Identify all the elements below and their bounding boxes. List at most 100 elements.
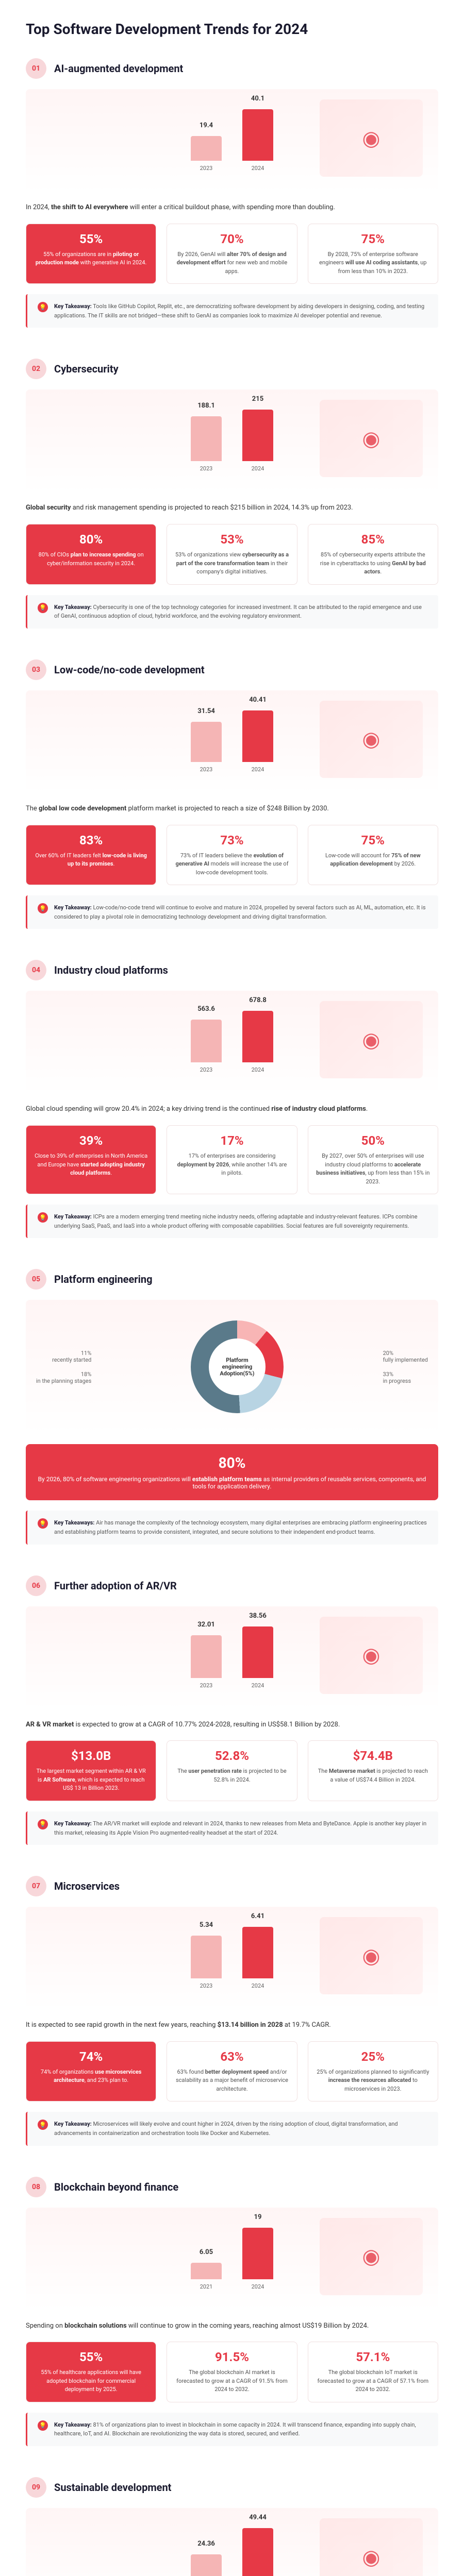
section-header: 09 Sustainable development bbox=[26, 2477, 438, 2498]
stat-card: 75% By 2028, 75% of enterprise software … bbox=[308, 224, 438, 284]
stat-card: 70% By 2026, GenAI will alter 70% of des… bbox=[167, 224, 297, 284]
stat-pct: $13.0B bbox=[34, 1749, 148, 1763]
bar bbox=[242, 1927, 273, 1978]
stat-text: 74% of organizations use microservices a… bbox=[34, 2068, 148, 2085]
stat-pct: 80% bbox=[34, 532, 148, 547]
stat-text: The global blockchain AI market is forec… bbox=[175, 2368, 289, 2394]
chart-area: ◉ 563.6 2023 678.8 2024 bbox=[26, 991, 438, 1094]
chart-description: It is expected to see rapid growth in th… bbox=[26, 2020, 438, 2031]
stat-card: 55% 55% of organizations are in piloting… bbox=[26, 224, 156, 284]
stat-pct: 74% bbox=[34, 2049, 148, 2064]
stat-pct: 91.5% bbox=[175, 2350, 289, 2364]
stat-card: 74% 74% of organizations use microservic… bbox=[26, 2041, 156, 2102]
stat-text: 63% found better deployment speed and/or… bbox=[175, 2068, 289, 2094]
stat-card: $13.0B The largest market segment within… bbox=[26, 1740, 156, 1801]
stat-pct: 75% bbox=[316, 232, 430, 246]
chart-area: ◉ 6.05 2021 19 2024 bbox=[26, 2208, 438, 2311]
lightbulb-icon: 💡 bbox=[38, 1518, 48, 1529]
bar-group: 40.41 2024 bbox=[242, 696, 273, 773]
stat-pct: 17% bbox=[175, 1133, 289, 1148]
bar-group: 31.54 2023 bbox=[191, 707, 222, 773]
stat-card: 83% Over 60% of IT leaders felt low-code… bbox=[26, 825, 156, 886]
bar-value: 31.54 bbox=[197, 707, 215, 715]
bar-label: 2023 bbox=[200, 766, 213, 773]
key-takeaway: 💡 Key Takeaway: Microservices will likel… bbox=[26, 2112, 438, 2145]
stat-text: 25% of organizations planned to signific… bbox=[316, 2068, 430, 2094]
section-title: Platform engineering bbox=[54, 1273, 153, 1285]
key-takeaway: 💡 Key Takeaway: Cybersecurity is one of … bbox=[26, 595, 438, 629]
stat-pct: 52.8% bbox=[175, 1749, 289, 1763]
key-takeaway: 💡 Key Takeaway: 81% of organizations pla… bbox=[26, 2413, 438, 2446]
bar bbox=[242, 2228, 273, 2279]
donut-label: 33%in progress bbox=[383, 1371, 428, 1384]
chart-area: ◉ 32.01 2023 38.56 2024 bbox=[26, 1606, 438, 1709]
bar bbox=[191, 2554, 222, 2576]
takeaway-text: Key Takeaway: Microservices will likely … bbox=[54, 2120, 428, 2138]
bar bbox=[191, 416, 222, 461]
stat-card: 55% 55% of healthcare applications will … bbox=[26, 2342, 156, 2402]
bar-label: 2024 bbox=[252, 2283, 264, 2290]
bar-group: 40.1 2024 bbox=[242, 95, 273, 172]
stat-card: 52.8% The user penetration rate is proje… bbox=[167, 1740, 297, 1801]
bar bbox=[242, 1626, 273, 1678]
section-title: Cybersecurity bbox=[54, 363, 119, 375]
section-03: 03 Low-code/no-code development ◉ 31.54 … bbox=[0, 649, 464, 950]
section-title: AI-augmented development bbox=[54, 62, 183, 75]
lightbulb-icon: 💡 bbox=[38, 2420, 48, 2431]
lightbulb-icon: 💡 bbox=[38, 302, 48, 312]
stats-row: 74% 74% of organizations use microservic… bbox=[26, 2041, 438, 2102]
section-illustration: ◉ bbox=[320, 1617, 423, 1694]
bar-group: 6.41 2024 bbox=[242, 1912, 273, 1989]
stat-card: 80% 80% of CIOs plan to increase spendin… bbox=[26, 524, 156, 585]
section-illustration: ◉ bbox=[320, 1001, 423, 1078]
stat-card: 85% 85% of cybersecurity experts attribu… bbox=[308, 524, 438, 585]
stat-card: 73% 73% of IT leaders believe the evolut… bbox=[167, 825, 297, 886]
bar-group: 563.6 2023 bbox=[191, 1005, 222, 1073]
stat-text: The global blockchain IoT market is fore… bbox=[316, 2368, 430, 2394]
page-title: Top Software Development Trends for 2024 bbox=[26, 21, 308, 38]
bar bbox=[191, 1635, 222, 1678]
lightbulb-icon: 💡 bbox=[38, 2120, 48, 2130]
stat-card: 17% 17% of enterprises are considering d… bbox=[167, 1125, 297, 1194]
wide-stat-text: By 2026, 80% of software engineering org… bbox=[36, 1476, 428, 1490]
stat-card: 39% Close to 39% of enterprises in North… bbox=[26, 1125, 156, 1194]
stat-card: 63% 63% found better deployment speed an… bbox=[167, 2041, 297, 2102]
bar-label: 2023 bbox=[200, 465, 213, 472]
bar-group: 38.56 2024 bbox=[242, 1612, 273, 1689]
donut-chart: Platform engineering Adoption(5%) bbox=[191, 1320, 284, 1413]
stat-pct: 39% bbox=[34, 1133, 148, 1148]
chart-area: ◉ 5.34 2023 6.41 2024 bbox=[26, 1907, 438, 2010]
bar bbox=[191, 136, 222, 161]
bar-group: 32.01 2023 bbox=[191, 1621, 222, 1689]
bar bbox=[242, 410, 273, 461]
bar-value: 24.36 bbox=[197, 2540, 215, 2548]
chart-area: ◉ 24.36 2024 49.44 2028 bbox=[26, 2508, 438, 2576]
stats-row: $13.0B The largest market segment within… bbox=[26, 1740, 438, 1801]
stat-card: 53% 53% of organizations view cybersecur… bbox=[167, 524, 297, 585]
stat-card: 57.1% The global blockchain IoT market i… bbox=[308, 2342, 438, 2402]
donut-label: 18%in the planning stages bbox=[36, 1371, 91, 1384]
takeaway-text: Key Takeaway: 81% of organizations plan … bbox=[54, 2420, 428, 2438]
bar bbox=[191, 1020, 222, 1062]
section-title: Sustainable development bbox=[54, 2481, 171, 2494]
section-header: 07 Microservices bbox=[26, 1876, 438, 1896]
section-header: 04 Industry cloud platforms bbox=[26, 960, 438, 980]
stats-row: 83% Over 60% of IT leaders felt low-code… bbox=[26, 825, 438, 886]
donut-center: Platform engineering Adoption(5%) bbox=[211, 1357, 263, 1377]
section-illustration: ◉ bbox=[320, 1917, 423, 1994]
takeaway-text: Key Takeaways: Air has manage the comple… bbox=[54, 1518, 428, 1536]
bar-value: 38.56 bbox=[249, 1612, 267, 1620]
stat-card: 91.5% The global blockchain AI market is… bbox=[167, 2342, 297, 2402]
stat-text: 17% of enterprises are considering deplo… bbox=[175, 1152, 289, 1178]
stat-text: Low-code will account for 75% of new app… bbox=[316, 852, 430, 869]
bar-label: 2024 bbox=[252, 1982, 264, 1989]
bar-label: 2023 bbox=[200, 165, 213, 172]
lightbulb-icon: 💡 bbox=[38, 1212, 48, 1223]
stat-card: 75% Low-code will account for 75% of new… bbox=[308, 825, 438, 886]
bar-value: 40.1 bbox=[251, 95, 264, 103]
section-06: 06 Further adoption of AR/VR ◉ 32.01 202… bbox=[0, 1565, 464, 1866]
stat-text: The user penetration rate is projected t… bbox=[175, 1767, 289, 1784]
bar bbox=[191, 2263, 222, 2279]
section-header: 06 Further adoption of AR/VR bbox=[26, 1575, 438, 1596]
page-header: Top Software Development Trends for 2024 bbox=[0, 0, 464, 48]
